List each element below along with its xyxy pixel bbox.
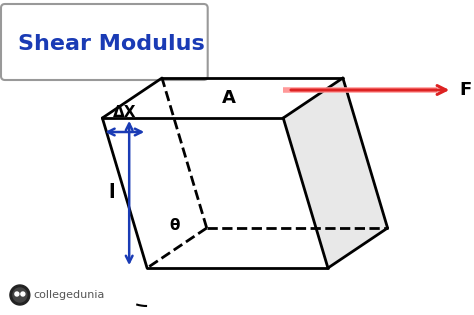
Text: F: F [459,81,471,99]
Text: collegedunia: collegedunia [34,290,105,300]
Circle shape [15,292,19,296]
Circle shape [10,285,30,305]
FancyBboxPatch shape [1,4,208,80]
Polygon shape [102,78,343,118]
Circle shape [21,292,25,296]
Text: A: A [222,89,236,107]
Text: l: l [108,184,115,203]
Text: θ: θ [169,219,179,233]
Text: ΔX: ΔX [113,105,137,120]
Polygon shape [102,118,328,268]
Text: Shear Modulus: Shear Modulus [18,34,205,54]
Circle shape [13,288,27,302]
Polygon shape [283,78,388,268]
